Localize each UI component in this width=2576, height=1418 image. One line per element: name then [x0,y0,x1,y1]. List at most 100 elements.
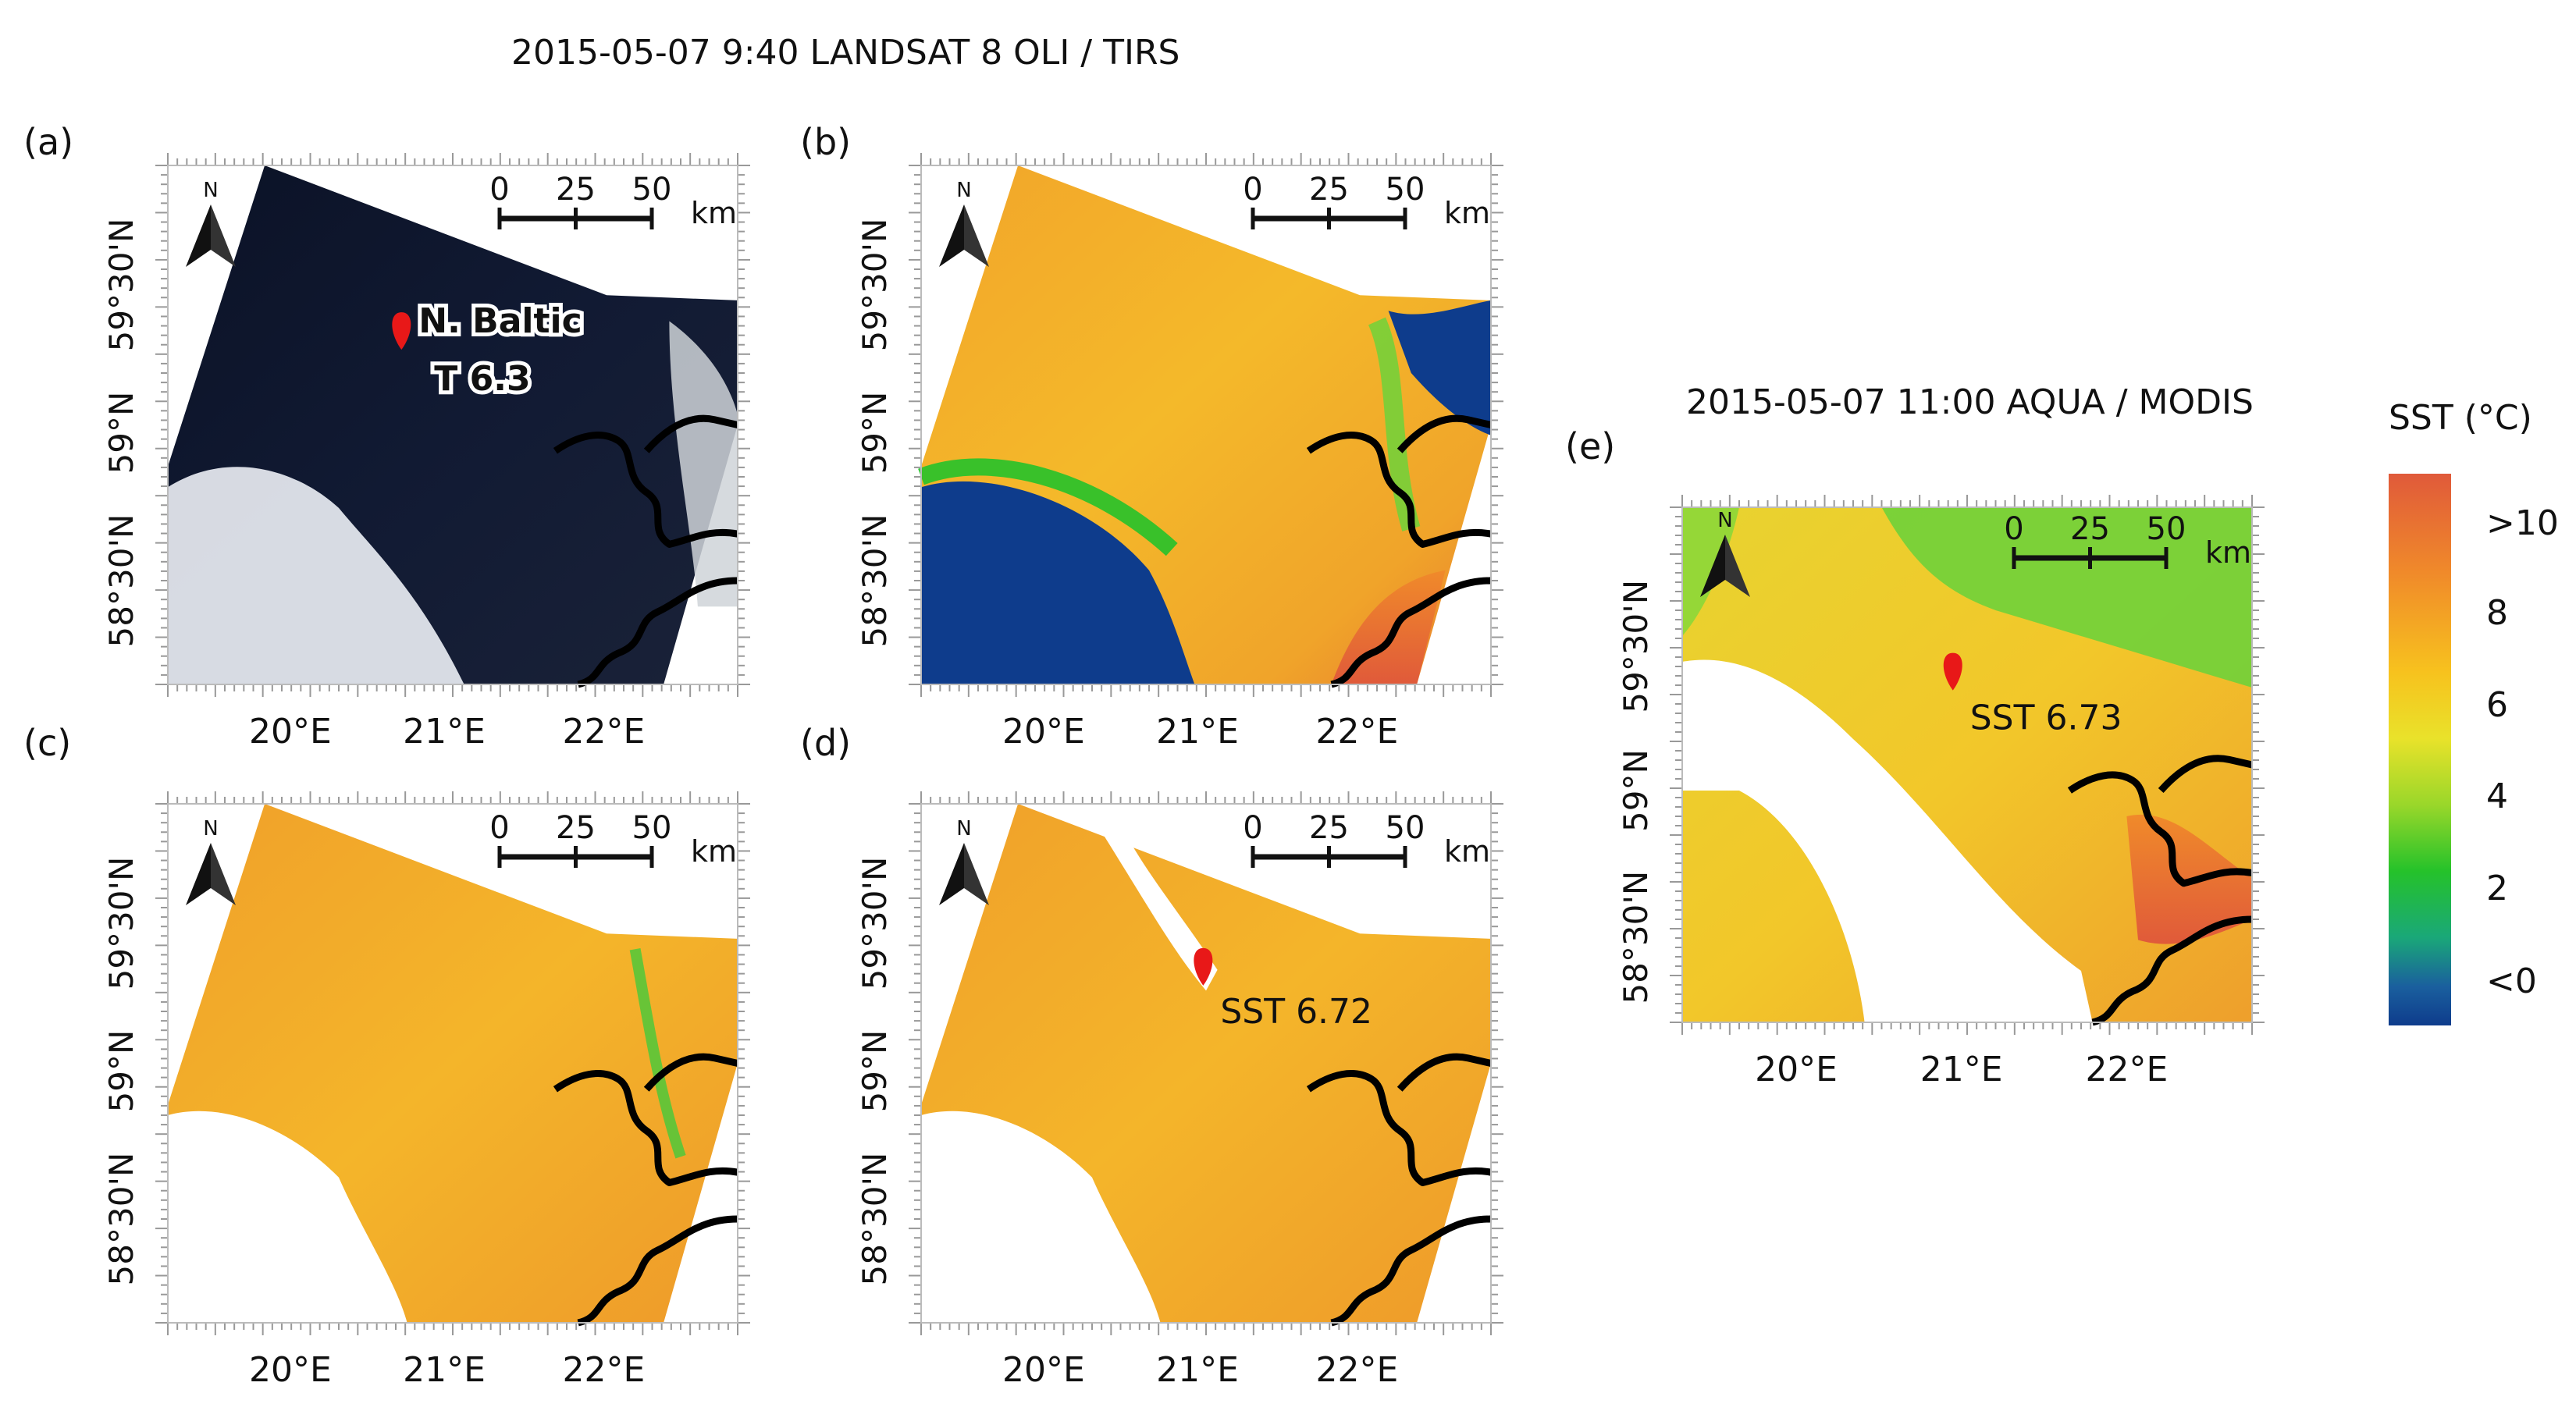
scale-bar-b: 0 25 50 km [1243,172,1490,230]
scale-tick-label: 0 [2004,511,2023,547]
scale-tick-label: 50 [1386,810,1425,846]
north-arrow-icon [939,204,964,267]
location-marker-icon [392,312,411,350]
y-tick-label: 59°N [102,1030,141,1113]
scale-bar-a: 0 25 50 km [489,172,737,230]
map-frame-c [155,791,750,1335]
north-arrow-a: N [186,179,236,267]
y-tick-label: 59°30'N [856,219,894,352]
colorbar-label: 6 [2486,685,2508,725]
scale-tick-label: 0 [489,172,509,208]
scale-tick-label: 50 [2147,511,2186,547]
axis-labels-d: 20°E 21°E 22°E 59°30'N 59°N 58°30'N [856,857,1398,1390]
scale-unit: km [2205,535,2251,570]
cool-band [629,947,686,1159]
scale-tick-label: 25 [2070,511,2110,547]
y-tick-label: 58°30'N [856,1153,894,1286]
panel-a-letter: (a) [23,121,74,163]
coastline-c [553,1053,738,1327]
cloud-mask-region [921,481,1195,684]
axis-labels-a: 20°E 21°E 22°E 59°30'N 59°N 58°30'N [102,219,645,752]
masked-region [921,1111,1161,1323]
colorbar-label: >10 [2486,503,2559,543]
y-tick-label: 59°N [102,392,141,474]
scale-tick-label: 50 [632,172,672,208]
scale-tick-label: 25 [1309,810,1349,846]
north-label: N [203,179,218,202]
north-label: N [203,817,218,840]
scale-tick-label: 0 [489,810,509,846]
coastline-path [553,1053,738,1327]
sst-colorbar [2389,474,2451,1025]
north-arrow-c: N [186,817,236,905]
north-arrow-icon [964,204,989,267]
map-frame-d [909,791,1503,1335]
panel-e-letter: (e) [1565,425,1616,467]
north-arrow-icon [939,843,964,905]
scale-bar-e: 0 25 50 km [2004,511,2251,570]
y-tick-label: 58°30'N [856,514,894,648]
panel-b-letter: (b) [800,121,852,163]
landsat-title: 2015-05-07 9:40 LANDSAT 8 OLI / TIRS [511,33,1180,73]
north-arrow-b: N [939,179,989,267]
colorbar-label: 8 [2486,593,2508,633]
x-tick-label: 22°E [1316,1350,1399,1390]
scale-tick-label: 50 [632,810,672,846]
colorbar-title: SST (°C) [2389,398,2532,438]
north-arrow-icon [1725,535,1750,597]
x-tick-label: 21°E [1920,1050,2003,1089]
axis-labels-b: 20°E 21°E 22°E 59°30'N 59°N 58°30'N [856,219,1398,752]
y-tick-label: 58°30'N [1617,871,1655,1004]
map-border [920,803,1492,1324]
north-arrow-icon [211,843,236,905]
map-border [167,165,738,685]
scale-tick-label: 25 [1309,172,1349,208]
masked-region [1682,659,2093,1022]
y-tick-label: 58°30'N [102,514,141,648]
panel-d-image: SST 6.72 [921,804,1491,1323]
cool-region [1881,507,2252,688]
scale-unit: km [691,196,737,230]
y-tick-label: 59°30'N [1617,580,1655,713]
coastline-path [553,414,738,688]
x-tick-label: 22°E [2086,1050,2169,1089]
coastline-path [1306,1053,1492,1327]
colorbar-label: 2 [2486,869,2508,908]
scale-bar-c: 0 25 50 km [489,810,737,869]
y-tick-label: 59°N [856,1030,894,1113]
masked-region [168,1111,407,1323]
coastline-path [2067,755,2253,1026]
y-tick-label: 59°N [856,392,894,474]
coastline-path [1306,414,1492,688]
panel-d-letter: (d) [800,722,852,764]
north-arrow-icon [186,843,211,905]
map-border [1681,506,2253,1023]
y-tick-label: 58°30'N [102,1153,141,1286]
panel-a-image: N. Baltic T 6.3 [168,165,738,684]
x-tick-label: 21°E [403,1350,486,1390]
coastline-d [1306,1053,1492,1327]
north-label: N [956,179,971,202]
y-tick-label: 59°30'N [102,857,141,990]
panel-e-image: SST 6.73 [1682,507,2252,1022]
y-tick-label: 59°30'N [856,857,894,990]
x-tick-label: 20°E [249,1350,332,1390]
marker-label: SST 6.73 [1970,698,2122,738]
x-tick-label: 21°E [1156,1350,1239,1390]
marker-label: T 6.3 [434,359,530,399]
scale-tick-label: 25 [556,172,596,208]
north-arrow-icon [211,204,236,267]
scale-tick-label: 50 [1386,172,1425,208]
scale-tick-label: 0 [1243,810,1262,846]
cloud [168,467,464,684]
north-label: N [1717,509,1732,532]
scale-bar-d: 0 25 50 km [1243,810,1490,869]
map-frame-a [155,153,750,697]
masked-region [1103,834,1218,991]
north-arrow-icon [964,843,989,905]
x-tick-label: 21°E [403,712,486,752]
coastline-a [553,414,738,688]
marker-label: N. Baltic [418,301,582,341]
x-tick-label: 20°E [1002,712,1085,752]
map-border [167,803,738,1324]
